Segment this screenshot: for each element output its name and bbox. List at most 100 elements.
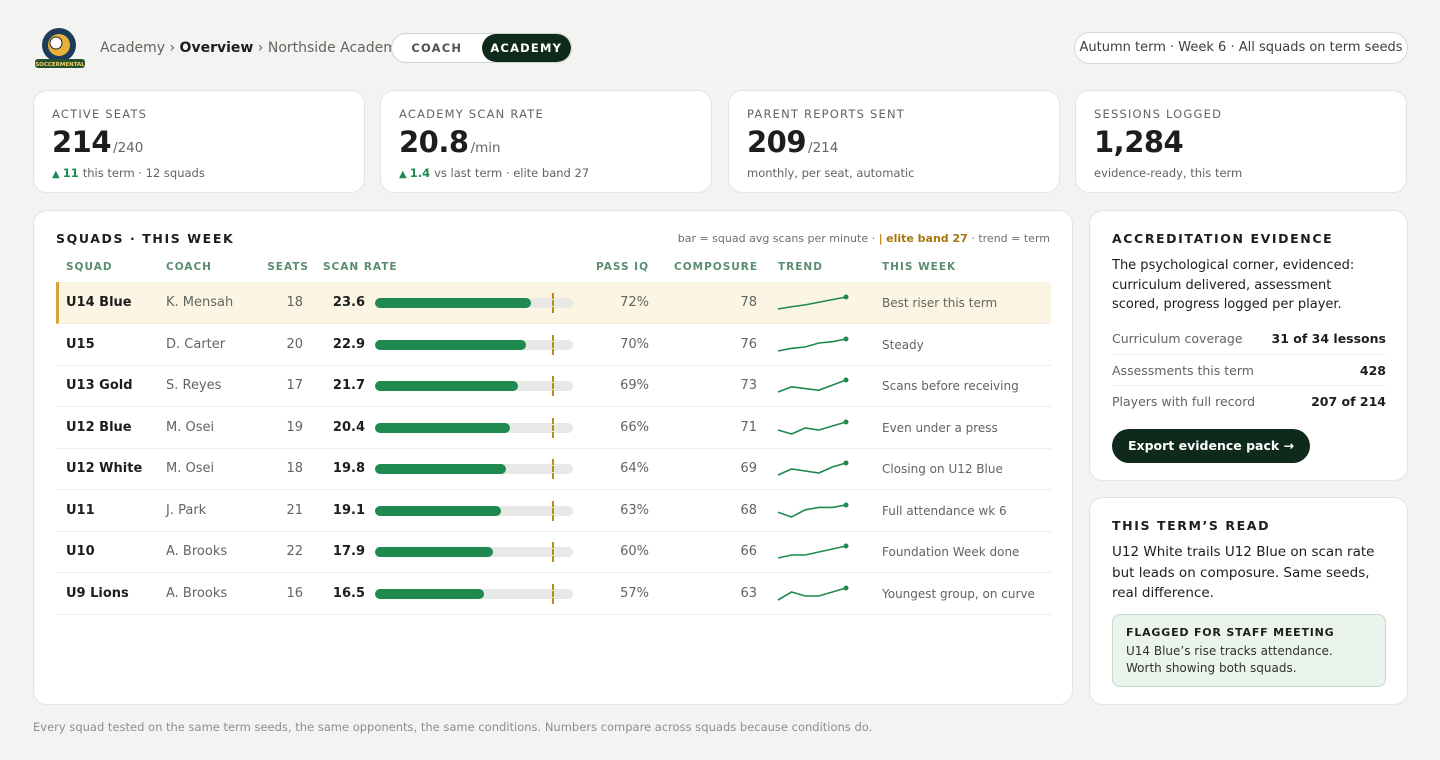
- kpi-label: SESSIONS LOGGED: [1094, 107, 1223, 121]
- composure: 63: [740, 585, 757, 601]
- squad: U12 White: [66, 461, 143, 476]
- kpi-note-text: monthly, per seat, automatic: [747, 166, 915, 180]
- kpi-delta: 11: [62, 166, 79, 180]
- squad: U10: [66, 544, 95, 559]
- kpi-label: PARENT REPORTS SENT: [747, 107, 905, 121]
- seats: 22: [286, 544, 303, 559]
- trend-line: [777, 586, 847, 601]
- logo-graphic: SOCCERMENTAL: [35, 28, 85, 68]
- bar: [375, 588, 484, 599]
- trend-end: [843, 543, 849, 549]
- squad-row: U14 Blue K. Mensah 18 23.6 72% 78 Best riser t…: [56, 282, 1051, 324]
- stat-value: 31 of 34 lessons: [1271, 331, 1386, 346]
- kpi-delta: 1.4: [409, 166, 431, 180]
- trend-end: [843, 419, 849, 424]
- coach: J. Park: [166, 502, 207, 518]
- trend: [777, 336, 849, 352]
- kpi-unit: /min: [470, 140, 501, 156]
- trend-end: [843, 336, 849, 341]
- bar: [375, 547, 494, 557]
- tab[interactable]: ACADEMY: [481, 34, 571, 62]
- logo: SOCCERMENTAL: [34, 25, 86, 71]
- squad: U11: [66, 502, 95, 518]
- elite-label: elite band: [886, 232, 949, 245]
- kpi-label: ACADEMY SCAN RATE: [399, 107, 544, 121]
- body: The psychological corner, evidenced: cur…: [1112, 258, 1355, 312]
- scan-rate: 19.1: [332, 502, 365, 518]
- elite-marker: [552, 500, 555, 521]
- kpi-arrow: ▲: [399, 169, 407, 180]
- kpi-value: 209: [747, 125, 807, 159]
- kpi-note-text: this term · 12 squads: [82, 166, 205, 180]
- toggle: COACH ACADEMY: [391, 33, 572, 63]
- footer: Every squad tested on the same term seed…: [33, 720, 873, 734]
- trend: [777, 377, 849, 393]
- note: Even under a press: [882, 420, 998, 435]
- trend: [777, 419, 849, 435]
- scan-rate: 21.7: [332, 378, 365, 393]
- export-button[interactable]: Export evidence pack →: [1112, 429, 1311, 463]
- trend-line: [777, 545, 847, 559]
- kpi-note: monthly, per seat, automatic: [747, 166, 915, 180]
- kpi-note-text: evidence-ready, this term: [1094, 166, 1243, 180]
- elite-marker: [552, 334, 555, 355]
- elite-marker: [552, 542, 555, 562]
- separator: ›: [257, 40, 264, 56]
- bar: [375, 505, 502, 516]
- stat-label: Assessments this term: [1112, 362, 1254, 378]
- read-card: THIS TERM’S READ U12 White trails U12 Bl…: [1089, 497, 1408, 705]
- composure: 73: [740, 378, 757, 393]
- trend-line: [777, 379, 847, 393]
- composure: 68: [740, 502, 757, 518]
- flag-body: U14 Blue’s rise tracks attendance. Worth…: [1126, 644, 1333, 675]
- kpi-note: evidence-ready, this term: [1094, 166, 1242, 180]
- seats: 18: [286, 461, 303, 476]
- bar-track: [375, 417, 573, 438]
- trend-end: [843, 460, 849, 466]
- trend-end: [843, 585, 849, 590]
- section-title: THIS TERM’S READ: [1112, 518, 1271, 533]
- stat-value: 428: [1359, 362, 1386, 378]
- squad: U13 Gold: [66, 378, 133, 393]
- kpi-value-row: 20.8/min: [399, 125, 501, 159]
- composure: 76: [740, 336, 757, 352]
- note: Full attendance wk 6: [882, 503, 1007, 518]
- pass-iq: 63%: [620, 502, 649, 518]
- squad-row: U13 Gold S. Reyes 17 21.7 69% 73 Scans before …: [56, 365, 1051, 407]
- crumb[interactable]: Academy: [100, 40, 166, 56]
- crumb[interactable]: Northside Academy: [267, 40, 406, 56]
- elite-marker: [552, 417, 555, 438]
- kpi-unit: /240: [113, 140, 144, 156]
- body: U12 White trails U12 Blue on scan rate b…: [1112, 544, 1375, 601]
- column-header: SCAN RATE: [323, 261, 398, 273]
- note: Foundation Week done: [882, 545, 1020, 559]
- trend-line: [777, 503, 847, 518]
- coach: D. Carter: [166, 336, 226, 352]
- legend-elite: elite band 27: [886, 232, 968, 245]
- bar: [375, 381, 519, 391]
- coach: A. Brooks: [166, 544, 228, 559]
- column-header: THIS WEEK: [882, 261, 957, 273]
- kpi-label: ACTIVE SEATS: [52, 107, 148, 121]
- scan-rate: 22.9: [332, 336, 365, 352]
- elite-marker: [552, 583, 555, 604]
- bar-track: [375, 583, 573, 604]
- trend-line: [777, 296, 847, 310]
- squad-row: U12 Blue M. Osei 19 20.4 66% 71 Even under a p…: [56, 407, 1051, 449]
- elite-value: 27: [952, 232, 968, 245]
- legend-text: · trend = term: [971, 232, 1050, 245]
- squad-row: U12 White M. Osei 18 19.8 64% 69 Closing on U1…: [56, 448, 1051, 490]
- kpi-note: ▲ 1.4 vs last term · elite band 27: [399, 166, 589, 180]
- column-header: TREND: [778, 261, 823, 273]
- kpi-card: ACTIVE SEATS 214/240 ▲ 11 this term · 12 squ…: [33, 90, 365, 193]
- bar-track: [375, 293, 573, 313]
- kpi-value: 214: [52, 125, 112, 159]
- squad-row: U9 Lions A. Brooks 16 16.5 57% 63 Youngest gro…: [56, 573, 1051, 615]
- pass-iq: 72%: [620, 295, 649, 310]
- note: Best riser this term: [882, 296, 998, 310]
- trend-end: [843, 502, 849, 507]
- stat-row: Curriculum coverage 31 of 34 lessons: [1112, 323, 1386, 355]
- tab[interactable]: COACH: [411, 41, 463, 55]
- crumb: Overview: [179, 40, 254, 56]
- trend-end: [843, 294, 849, 300]
